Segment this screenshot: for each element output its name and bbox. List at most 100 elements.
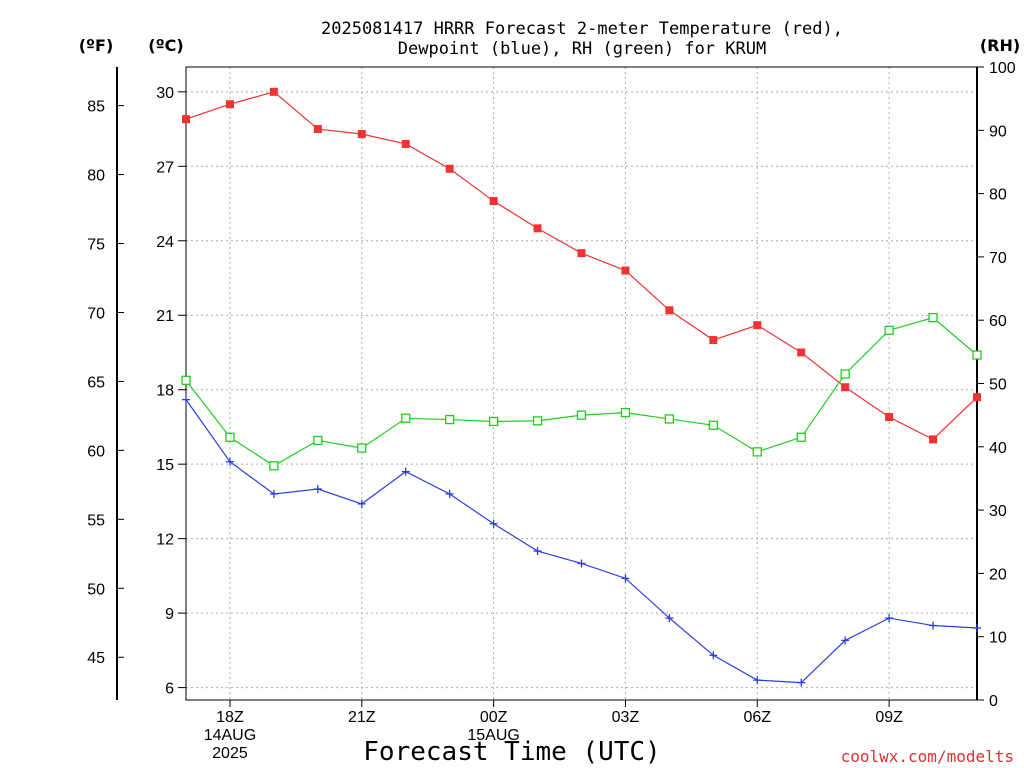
- chart-title-line1: 2025081417 HRRR Forecast 2-meter Tempera…: [321, 19, 843, 39]
- dewpoint-data-point: [665, 614, 674, 623]
- rh-data-point: [620, 407, 631, 418]
- celsius-tick-label: 9: [165, 606, 174, 623]
- rh-data-point: [269, 461, 279, 471]
- temperature-data-point: [182, 115, 190, 124]
- rh-data-point: [181, 375, 191, 385]
- celsius-tick-label: 21: [156, 308, 174, 325]
- dewpoint-data-point: [841, 636, 850, 645]
- dewpoint-data-point: [182, 395, 190, 404]
- temperature-data-point: [973, 393, 981, 402]
- x-tick-label: 09Z: [875, 709, 903, 726]
- temperature-data-point: [665, 306, 674, 315]
- dewpoint-data-point: [929, 621, 938, 630]
- x-tick-label: 18Z: [216, 709, 244, 726]
- credit-text: coolwx.com/modelts: [841, 747, 1014, 766]
- rh-data-point: [708, 420, 718, 430]
- rh-data-point: [313, 435, 323, 446]
- rh-tick-label: 0: [989, 693, 998, 710]
- rh-data-point: [532, 416, 543, 426]
- rh-data-point: [576, 410, 587, 420]
- dewpoint-data-point: [577, 559, 586, 568]
- dewpoint-data-point: [489, 519, 498, 528]
- temperature-data-point: [489, 197, 498, 206]
- x-tick-label: 15AUG: [467, 727, 519, 744]
- x-axis-title: Forecast Time (UTC): [363, 737, 660, 767]
- dewpoint-data-point: [709, 651, 718, 660]
- plot-frame: [185, 66, 978, 701]
- dewpoint-data-point: [621, 574, 630, 583]
- fahrenheit-tick-label: 55: [87, 512, 105, 529]
- rh-tick-label: 60: [989, 313, 1007, 330]
- dewpoint-data-point: [269, 489, 278, 498]
- dewpoint-data-point: [753, 676, 762, 685]
- rh-tick-label: 10: [989, 630, 1007, 647]
- series-layer: [181, 87, 982, 687]
- celsius-tick-label: 30: [156, 85, 174, 102]
- rh-data-point: [884, 325, 894, 335]
- temperature-data-point: [269, 87, 278, 96]
- celsius-tick-label: 6: [165, 681, 174, 698]
- rh-tick-label: 80: [989, 187, 1007, 204]
- rh-data-point: [796, 432, 806, 442]
- rh-data-point: [752, 447, 762, 457]
- rh-tick-label: 90: [989, 123, 1007, 140]
- rh-data-point: [840, 369, 850, 379]
- fahrenheit-unit-label: (ºF): [79, 36, 114, 55]
- rh-data-point: [445, 414, 455, 425]
- temperature-data-point: [445, 164, 454, 173]
- dewpoint-data-point: [445, 489, 454, 498]
- fahrenheit-tick-label: 85: [87, 99, 105, 116]
- x-tick-label: 03Z: [612, 709, 640, 726]
- celsius-tick-label: 12: [156, 532, 174, 549]
- rh-data-point: [357, 443, 367, 453]
- dewpoint-data-point: [401, 467, 410, 476]
- dewpoint-data-point: [797, 678, 806, 687]
- dewpoint-data-point: [533, 547, 542, 556]
- dewpoint-data-point: [885, 614, 894, 623]
- dewpoint-data-point: [313, 485, 322, 493]
- x-tick-label: 21Z: [348, 709, 376, 726]
- temperature-series-line: [185, 91, 978, 441]
- temperature-data-point: [929, 435, 938, 444]
- rh-data-point: [401, 413, 411, 423]
- celsius-tick-label: 18: [156, 383, 174, 400]
- dewpoint-series-line: [185, 399, 978, 684]
- dewpoint-data-point: [225, 457, 234, 466]
- temperature-data-point: [357, 130, 366, 139]
- fahrenheit-tick-label: 45: [87, 650, 105, 667]
- celsius-tick-label: 15: [156, 457, 174, 474]
- fahrenheit-tick-label: 80: [87, 168, 105, 185]
- rh-tick-label: 30: [989, 503, 1007, 520]
- fahrenheit-tick-label: 75: [87, 237, 105, 254]
- rh-data-point: [928, 313, 938, 323]
- x-tick-label: 2025: [212, 745, 248, 762]
- rh-tick-label: 50: [989, 377, 1007, 394]
- rh-data-point: [664, 414, 675, 424]
- rh-tick-label: 40: [989, 440, 1007, 457]
- fahrenheit-tick-label: 65: [87, 374, 105, 391]
- celsius-tick-label: 27: [156, 159, 174, 176]
- fahrenheit-tick-label: 50: [87, 581, 105, 598]
- rh-data-point: [225, 432, 235, 442]
- celsius-unit-label: (ºC): [148, 36, 183, 55]
- grid-layer: [186, 67, 977, 700]
- rh-data-point: [488, 416, 499, 427]
- celsius-tick-label: 24: [156, 234, 174, 251]
- x-tick-label: 06Z: [743, 709, 771, 726]
- dewpoint-data-point: [973, 624, 981, 633]
- temperature-data-point: [885, 413, 894, 422]
- rh-tick-label: 100: [989, 60, 1016, 77]
- temperature-data-point: [753, 321, 762, 330]
- temperature-data-point: [533, 224, 542, 233]
- rh-tick-label: 20: [989, 566, 1007, 583]
- rh-series-line: [185, 317, 978, 467]
- dewpoint-data-point: [357, 499, 366, 508]
- temperature-data-point: [709, 336, 718, 345]
- x-tick-label: 14AUG: [204, 727, 256, 744]
- temperature-data-point: [841, 383, 850, 392]
- temperature-data-point: [401, 139, 410, 148]
- rh-tick-label: 70: [989, 250, 1007, 267]
- fahrenheit-tick-label: 60: [87, 443, 105, 460]
- temperature-data-point: [797, 348, 806, 357]
